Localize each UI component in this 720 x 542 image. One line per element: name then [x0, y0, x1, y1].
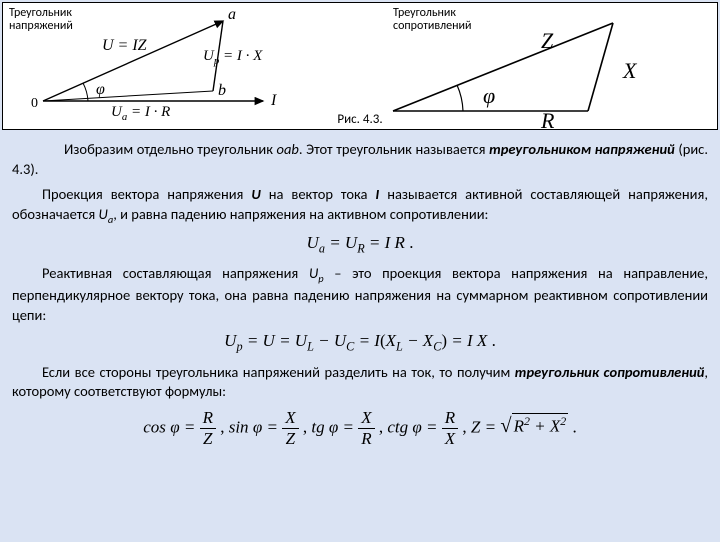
edge-label-up: Up = I · X — [203, 48, 262, 67]
svg-text:R: R — [540, 108, 555, 131]
paragraph-1: Изобразим отдельно треугольник oab. Этот… — [12, 140, 708, 179]
p1-a: Изобразим отдельно треугольник — [64, 140, 277, 158]
svg-text:Z: Z — [541, 28, 554, 53]
paragraph-4: Если все стороны треугольника напряжений… — [12, 363, 708, 402]
p2-d: , и равна падению напряжения на активном… — [113, 205, 488, 223]
figure-panel: Треугольник напряжений 0 a b I U = IZ φ — [2, 2, 718, 130]
p1-oab: oab — [277, 140, 299, 158]
svg-text:X: X — [622, 58, 638, 83]
p1-b: . Этот треугольник называется — [299, 140, 489, 158]
body-text: Изобразим отдельно треугольник oab. Этот… — [0, 130, 720, 449]
svg-text:b: b — [218, 82, 226, 99]
svg-text:φ: φ — [483, 83, 495, 108]
paragraph-2: Проекция вектора напряжения U на вектор … — [12, 185, 708, 227]
formula-trig: cos φ = RZ , sin φ = XZ , tg φ = XR , ct… — [12, 408, 708, 449]
svg-text:I: I — [270, 92, 277, 109]
formula-up: Up = U = UL − UC = I(XL − XC) = I X . — [12, 331, 708, 354]
formula-ua: Ua = UR = I R . — [12, 233, 708, 256]
p3-a: Реактивная составляющая напряжения — [42, 264, 309, 282]
p1-bold: треугольником напряжений — [489, 140, 675, 158]
p2-ua: U — [99, 205, 108, 223]
svg-text:a: a — [228, 6, 236, 23]
p2-a: Проекция вектора напряжения — [42, 185, 251, 203]
p2-b: на вектор тока — [261, 185, 376, 203]
p3-up: U — [309, 264, 318, 282]
svg-text:U = IZ: U = IZ — [102, 37, 148, 54]
paragraph-3: Реактивная составляющая напряжения Up – … — [12, 264, 708, 325]
impedance-triangle-diagram: Треугольник сопротивлений Z X R φ — [363, 3, 720, 129]
svg-text:φ: φ — [96, 81, 105, 98]
edge-label-ua: Ua = I · R — [111, 104, 170, 123]
p4-a: Если все стороны треугольника напряжений… — [42, 363, 515, 381]
p2-u: U — [251, 185, 260, 203]
voltage-triangle-diagram: Треугольник напряжений 0 a b I U = IZ φ — [3, 3, 363, 129]
voltage-triangle-label: Треугольник напряжений — [9, 7, 73, 33]
figure-caption: Рис. 4.3. — [337, 112, 382, 127]
impedance-triangle-label: Треугольник сопротивлений — [393, 7, 471, 33]
p4-bold: треугольник сопротивлений — [515, 363, 705, 381]
svg-text:0: 0 — [31, 96, 38, 111]
